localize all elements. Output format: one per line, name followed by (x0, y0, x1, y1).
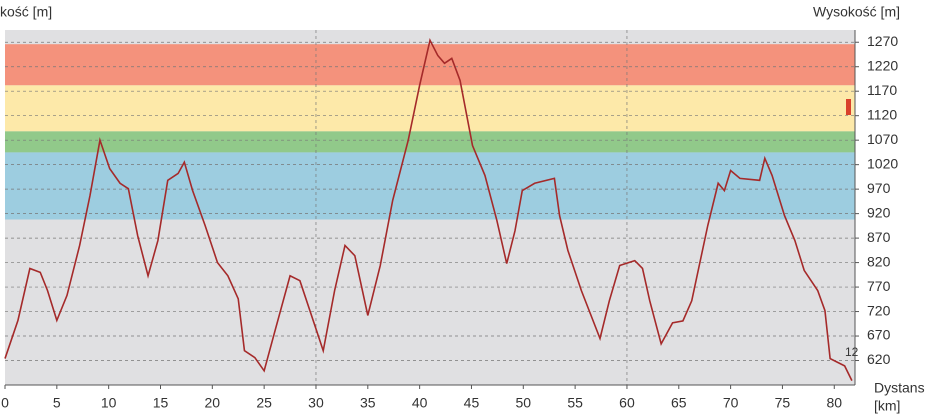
y-tick-label: 1020 (867, 155, 898, 171)
x-tick-label: 70 (723, 395, 739, 411)
x-tick-label: 35 (360, 395, 376, 411)
y-tick-label: 670 (867, 327, 891, 343)
y-tick-label: 620 (867, 351, 891, 367)
y-tick-label: 1220 (867, 57, 898, 73)
x-tick-label: 75 (775, 395, 791, 411)
y-tick-label: 970 (867, 180, 891, 196)
y-label-left: kość [m] (0, 4, 52, 20)
x-tick-label: 30 (308, 395, 324, 411)
x-label: [km] (874, 398, 900, 414)
x-tick-label: 60 (619, 395, 635, 411)
x-tick-label: 25 (256, 395, 272, 411)
y-tick-label: 770 (867, 278, 891, 294)
x-tick-label: 5 (53, 395, 61, 411)
y-tick-label: 920 (867, 204, 891, 220)
x-tick-label: 40 (412, 395, 428, 411)
elevation-band (5, 85, 855, 132)
x-tick-label: 65 (671, 395, 687, 411)
marker (846, 99, 851, 115)
elevation-band (5, 131, 855, 153)
y-label-right: Wysokość [m] (813, 4, 900, 20)
x-tick-label: 0 (1, 395, 9, 411)
elevation-band (5, 44, 855, 86)
y-tick-label: 1270 (867, 33, 898, 49)
y-tick-label: 870 (867, 229, 891, 245)
y-tick-label: 1070 (867, 131, 898, 147)
elevation-line (4, 37, 853, 381)
x-tick-label: 15 (153, 395, 169, 411)
y-tick-label: 720 (867, 302, 891, 318)
x-tick-label: 10 (101, 395, 117, 411)
y-tick-label: 820 (867, 253, 891, 269)
x-tick-label: 20 (205, 395, 221, 411)
elevation-band (5, 152, 855, 220)
annotation: 12 (845, 345, 859, 359)
x-tick-label: 45 (464, 395, 480, 411)
x-label: Dystans (874, 380, 925, 396)
x-tick-label: 50 (516, 395, 532, 411)
x-tick-label: 80 (826, 395, 842, 411)
y-tick-label: 1120 (867, 106, 897, 122)
x-tick-label: 55 (567, 395, 583, 411)
y-tick-label: 1170 (867, 82, 897, 98)
